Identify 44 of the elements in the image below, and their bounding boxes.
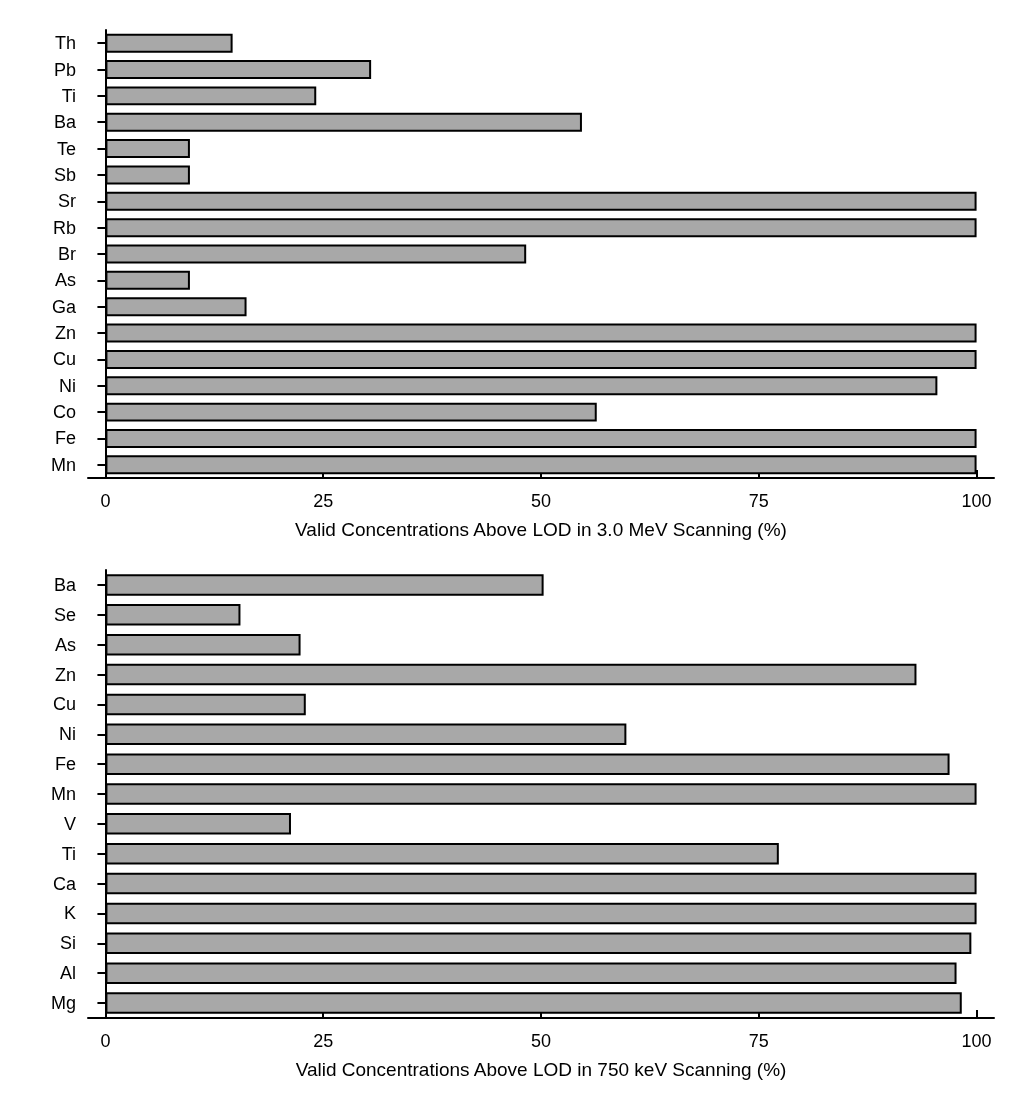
y-tick-label: Ba <box>53 112 77 133</box>
x-tick-label: 75 <box>748 491 769 511</box>
y-tick-label: Rb <box>52 217 76 238</box>
y-tick-label: Al <box>59 963 76 984</box>
y-tick-label: Zn <box>54 323 76 344</box>
y-tick-label: Cu <box>52 349 76 370</box>
y-tick-label: As <box>54 634 76 655</box>
y-tick-label: K <box>63 903 76 924</box>
y-tick-label: Mg <box>50 993 76 1014</box>
y-tick-label: Fe <box>54 428 76 449</box>
y-tick-label: Mn <box>50 784 76 804</box>
y-tick-label: Fe <box>54 754 76 775</box>
y-tick-label: Br <box>58 244 77 264</box>
y-tick-label: Co <box>52 402 76 423</box>
x-tick-label: 50 <box>530 1031 552 1051</box>
y-tick-label: Ti <box>61 85 76 106</box>
y-tick-label: Cu <box>52 694 76 715</box>
y-tick-label: Te <box>56 138 76 159</box>
x-axis-title: Valid Concentrations Above LOD in 750 keV Scanning (%) <box>295 1059 787 1080</box>
y-tick-label: Sr <box>58 191 77 212</box>
y-tick-label: V <box>63 813 76 834</box>
y-tick-label: Se <box>53 604 76 625</box>
x-tick-label: 0 <box>100 1031 111 1051</box>
x-tick-label: 100 <box>961 491 992 511</box>
y-tick-label: Ni <box>59 724 76 745</box>
x-tick-label: 50 <box>530 491 552 511</box>
y-tick-label: Zn <box>54 664 76 685</box>
y-tick-label: Ga <box>51 296 77 317</box>
y-tick-label: Si <box>59 933 76 954</box>
x-tick-label: 75 <box>748 1031 769 1051</box>
x-axis-title: Valid Concentrations Above LOD in 3.0 MeV Scanning (%) <box>295 519 787 540</box>
x-tick-label: 25 <box>313 491 334 511</box>
x-tick-label: 0 <box>100 491 111 511</box>
x-tick-label: 25 <box>313 1031 334 1051</box>
y-tick-label: Ba <box>53 574 77 595</box>
y-tick-label: Ca <box>52 873 77 894</box>
y-tick-label: Sb <box>53 164 76 185</box>
x-tick-label: 100 <box>961 1031 992 1051</box>
y-tick-label: Th <box>54 33 76 54</box>
y-tick-label: Mn <box>50 454 76 475</box>
y-tick-label: As <box>54 270 76 291</box>
y-tick-label: Ti <box>61 843 76 864</box>
y-tick-label: Pb <box>53 59 76 80</box>
y-tick-label: Ni <box>59 375 76 396</box>
